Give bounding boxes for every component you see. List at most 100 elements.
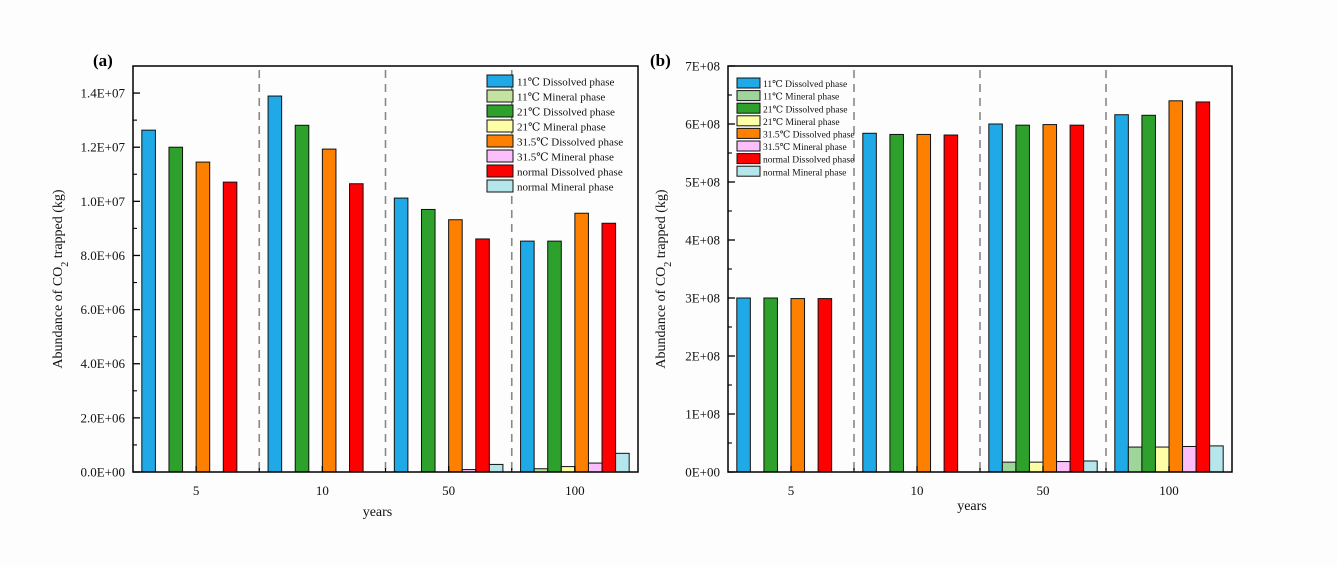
bar-3-2 xyxy=(547,240,562,473)
legend-label: normal Mineral phase xyxy=(763,168,846,178)
x-tick-label: 50 xyxy=(1037,483,1050,498)
x-axis-title: years xyxy=(363,505,393,520)
legend-label: normal Dissolved phase xyxy=(517,167,623,179)
bar-1-0 xyxy=(267,95,283,473)
legend-label: 21℃ Dissolved phase xyxy=(763,105,848,115)
legend-swatch xyxy=(736,102,761,114)
y-tick-label: 8.0E+06 xyxy=(80,248,125,263)
legend-label: normal Mineral phase xyxy=(517,182,614,194)
bar-0-0 xyxy=(736,297,751,473)
bar-2-4 xyxy=(1042,124,1058,473)
bar-2-0 xyxy=(988,123,1003,473)
legend: 11℃ Dissolved phase 11℃ Mineral phase 21℃ … xyxy=(736,77,855,178)
bar-1-0 xyxy=(862,132,877,473)
y-tick-label: 5E+08 xyxy=(685,175,720,190)
y-axis-title: Abundance of CO2 trapped (kg) xyxy=(51,189,71,369)
chart-panel-b: (b) 0E+00 1E+08 2E+08 3E+08 4E+08 5E+08 6E+08 7E… xyxy=(650,51,1233,514)
legend-swatch xyxy=(736,77,761,89)
bar-1-4 xyxy=(916,133,932,473)
y-tick-label: 7E+08 xyxy=(685,59,720,74)
legend-swatch xyxy=(486,89,514,103)
legend-swatch xyxy=(486,164,514,178)
y-tick-label: 3E+08 xyxy=(685,291,720,306)
legend-label: 11℃ Mineral phase xyxy=(763,93,839,103)
bar-3-5 xyxy=(1182,445,1197,473)
legend-label: 31.5℃ Dissolved phase xyxy=(763,131,855,141)
bar-3-3 xyxy=(1154,446,1170,473)
legend-swatch xyxy=(486,119,514,133)
bar-2-6 xyxy=(475,238,490,473)
bar-3-4 xyxy=(1168,100,1184,473)
y-tick-label: 1.0E+07 xyxy=(80,194,125,209)
bar-2-2 xyxy=(420,208,436,473)
x-tick-label: 100 xyxy=(565,483,585,498)
legend-label: 21℃ Mineral phase xyxy=(517,122,606,134)
x-tick-label: 10 xyxy=(316,483,329,498)
x-tick-label: 50 xyxy=(442,483,455,498)
bar-1-2 xyxy=(294,124,310,473)
bar-3-6 xyxy=(1195,101,1211,473)
bar-3-7 xyxy=(1209,445,1224,473)
bar-2-6 xyxy=(1069,124,1085,473)
y-tick-label: 1E+08 xyxy=(685,407,720,422)
y-tick-label: 2E+08 xyxy=(685,349,720,364)
legend-swatch xyxy=(736,153,761,165)
chart-panel-a: (a) 0.0E+00 2.0E+06 4.0E+06 6.0E+06 8.0E+06 1.… xyxy=(51,51,639,520)
bar-0-0 xyxy=(141,129,156,473)
legend-label: 31.5℃ Mineral phase xyxy=(517,152,614,164)
bar-2-7 xyxy=(1083,460,1098,473)
legend-label: 11℃ Dissolved phase xyxy=(517,77,615,89)
legend-label: normal Dissolved phase xyxy=(763,156,854,166)
legend-label: 21℃ Mineral phase xyxy=(763,118,840,128)
bar-2-4 xyxy=(448,219,463,473)
y-tick-label: 1.2E+07 xyxy=(80,140,125,155)
bar-3-5 xyxy=(587,462,603,473)
x-tick-label: 100 xyxy=(1159,483,1179,498)
x-axis-title: years xyxy=(957,499,987,514)
bar-0-2 xyxy=(763,297,778,473)
bar-0-6 xyxy=(222,181,238,473)
bar-0-4 xyxy=(790,298,806,473)
legend-swatch xyxy=(736,165,761,177)
bar-1-6 xyxy=(943,134,959,473)
y-tick-label: 6E+08 xyxy=(685,117,720,132)
legend-swatch xyxy=(486,179,514,193)
bar-0-4 xyxy=(195,161,211,473)
legend-swatch xyxy=(486,74,514,88)
x-tick-label: 5 xyxy=(193,483,200,498)
panel-label: (a) xyxy=(93,51,113,70)
y-tick-label: 6.0E+06 xyxy=(80,302,125,317)
y-axis-title: Abundance of CO2 trapped (kg) xyxy=(654,189,674,369)
bar-2-3 xyxy=(1028,461,1044,473)
bar-2-1 xyxy=(1001,461,1017,473)
legend-label: 21℃ Dissolved phase xyxy=(517,107,615,119)
legend-swatch xyxy=(486,134,514,148)
legend-swatch xyxy=(736,115,761,127)
y-tick-label: 1.4E+07 xyxy=(80,86,125,101)
panel-label: (b) xyxy=(650,51,671,70)
bar-2-2 xyxy=(1015,124,1030,473)
bar-3-7 xyxy=(615,452,630,473)
legend-swatch xyxy=(736,90,761,102)
legend: 11℃ Dissolved phase 11℃ Mineral phase 21℃ … xyxy=(486,74,623,194)
legend-label: 31.5℃ Mineral phase xyxy=(763,143,847,153)
bar-1-4 xyxy=(321,148,337,473)
y-tick-label: 4.0E+06 xyxy=(80,356,125,371)
bar-0-6 xyxy=(817,298,833,473)
legend-swatch xyxy=(486,149,514,163)
bar-2-5 xyxy=(1056,461,1071,473)
bar-3-0 xyxy=(520,240,535,473)
legend-swatch xyxy=(486,104,514,118)
bar-1-6 xyxy=(349,183,364,473)
legend-swatch xyxy=(736,140,761,152)
y-tick-label: 0.0E+00 xyxy=(80,465,125,480)
x-tick-label: 5 xyxy=(788,483,795,498)
legend-swatch xyxy=(736,127,761,139)
bar-1-2 xyxy=(889,133,904,473)
y-tick-label: 2.0E+06 xyxy=(80,410,125,425)
bar-2-0 xyxy=(393,197,409,473)
bar-2-7 xyxy=(488,463,504,473)
y-tick-label: 0E+00 xyxy=(685,465,720,480)
legend-label: 11℃ Dissolved phase xyxy=(763,80,847,90)
